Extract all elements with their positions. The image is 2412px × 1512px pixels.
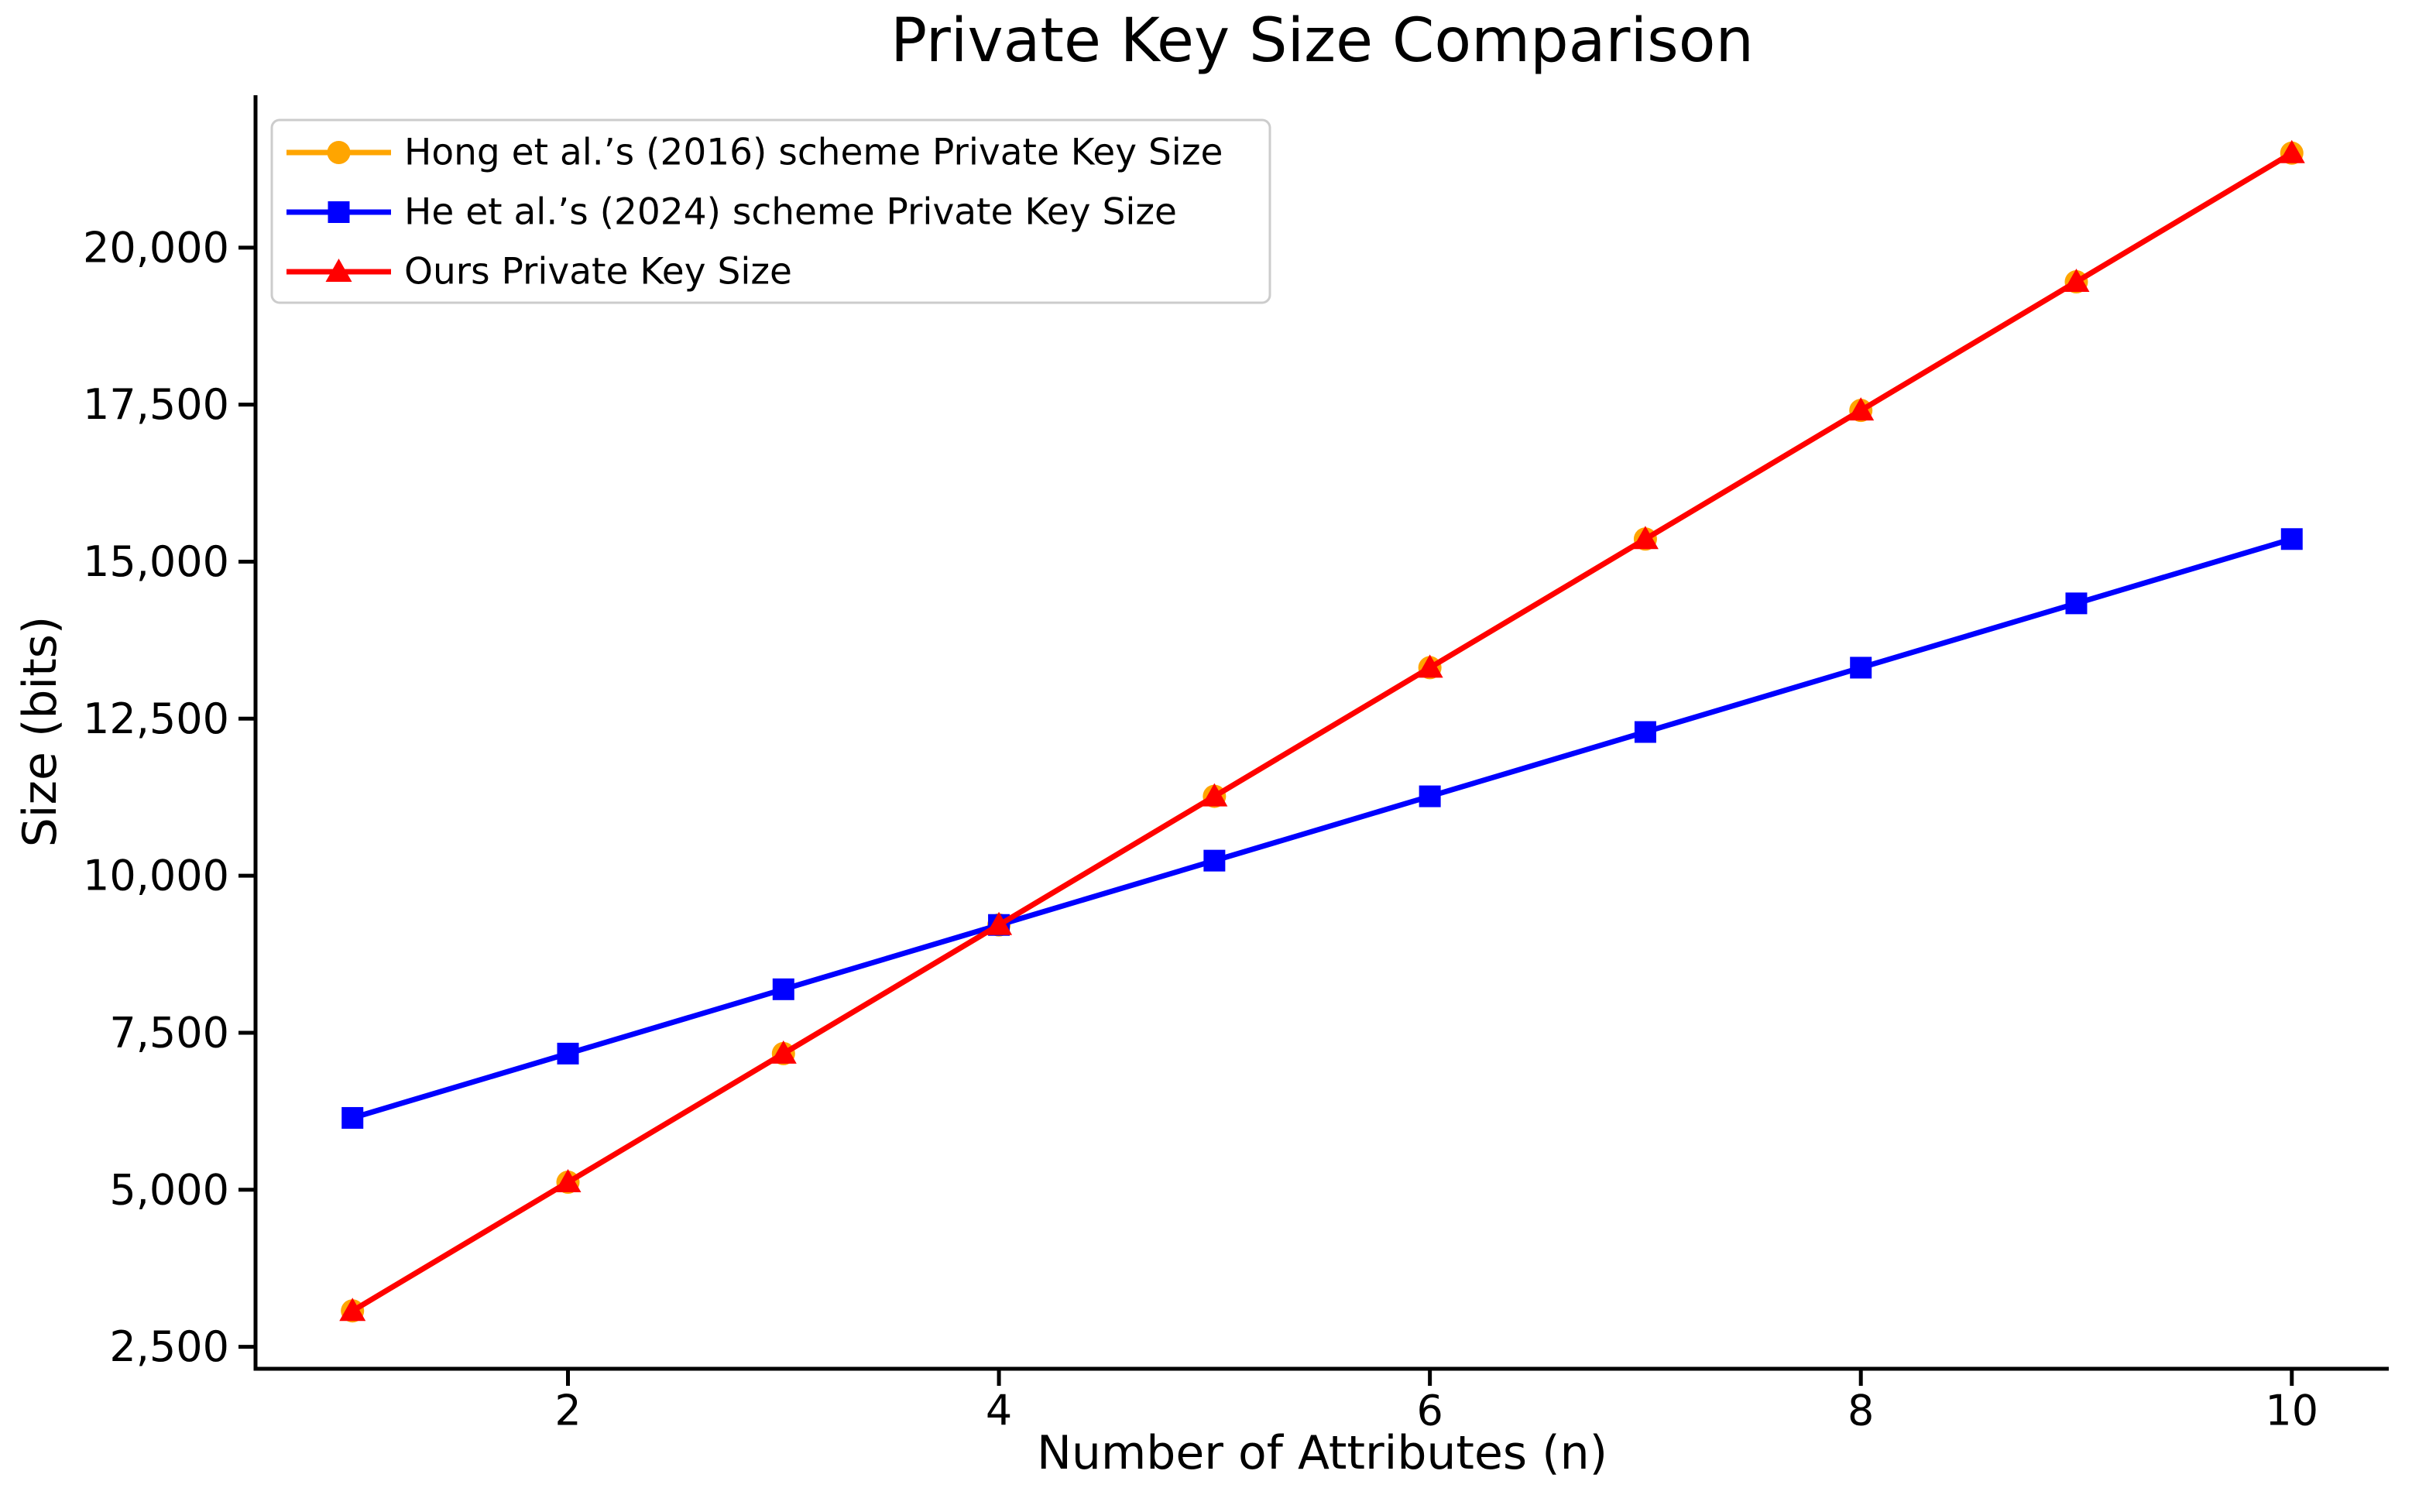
x-tick-label: 8: [1848, 1387, 1874, 1435]
series-1: [341, 528, 2303, 1129]
y-tick-label: 15,000: [83, 537, 229, 586]
legend-item: Hong et al.’s (2016) scheme Private Key …: [286, 132, 1223, 174]
legend-box: [270, 118, 1271, 304]
y-axis-label-text: Size (bits): [13, 615, 67, 848]
legend-triangle-up-marker-icon: [325, 259, 352, 282]
legend: Hong et al.’s (2016) scheme Private Key …: [270, 118, 1271, 304]
data-point-marker: [2278, 139, 2305, 163]
data-point-marker: [770, 1040, 797, 1064]
data-point-marker: [1634, 721, 1656, 743]
chart-title: Private Key Size Comparison: [890, 6, 1754, 76]
legend-item: Ours Private Key Size: [286, 251, 792, 293]
data-point-marker: [2063, 268, 2090, 292]
x-tick-label: 6: [1416, 1387, 1443, 1435]
x-axis-label: Number of Attributes (n): [1036, 1426, 1608, 1480]
data-point-marker: [1631, 526, 1659, 550]
x-tick-label: 2: [554, 1387, 581, 1435]
data-point-marker: [1419, 785, 1441, 807]
y-tick-label: 2,500: [109, 1322, 229, 1371]
data-point-marker: [2065, 592, 2088, 615]
series-2: [339, 139, 2305, 1322]
y-tick-label: 5,000: [109, 1165, 229, 1214]
data-point-marker: [2280, 528, 2303, 550]
data-point-marker: [1203, 849, 1226, 872]
legend-circle-marker-icon: [327, 141, 351, 164]
data-point-marker: [1850, 657, 1872, 679]
data-point-marker: [341, 1106, 364, 1129]
series-line: [351, 150, 2294, 1314]
legend-item-label: He et al.’s (2024) scheme Private Key Si…: [404, 191, 1177, 234]
series-line: [352, 536, 2293, 1121]
y-tick-label: 17,500: [83, 380, 229, 429]
y-tick-label: 12,500: [83, 694, 229, 743]
data-point-marker: [1416, 654, 1443, 678]
y-tick-label: 10,000: [83, 852, 229, 900]
data-point-marker: [557, 1042, 579, 1065]
data-point-marker: [772, 978, 794, 1000]
legend-item-label: Hong et al.’s (2016) scheme Private Key …: [404, 132, 1223, 174]
data-point-marker: [1201, 783, 1228, 807]
data-point-marker: [986, 911, 1013, 935]
data-point-marker: [1848, 397, 1875, 421]
x-tick-label: 4: [986, 1387, 1012, 1435]
data-point-marker: [554, 1169, 582, 1193]
x-tick-label: 10: [2265, 1387, 2318, 1435]
data-point-marker: [339, 1298, 366, 1322]
legend-square-marker-icon: [328, 201, 350, 223]
legend-item-label: Ours Private Key Size: [404, 251, 792, 293]
y-tick-label: 20,000: [83, 223, 229, 272]
y-tick-label: 7,500: [109, 1008, 229, 1057]
legend-item: He et al.’s (2024) scheme Private Key Si…: [286, 191, 1177, 234]
